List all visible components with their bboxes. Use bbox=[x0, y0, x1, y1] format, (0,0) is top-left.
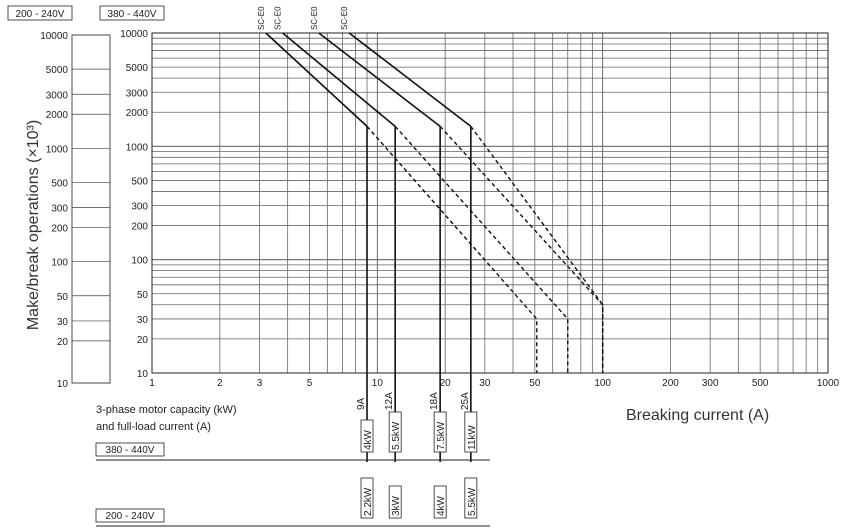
series-solid-line bbox=[282, 32, 396, 127]
y-tick-label: 100 bbox=[131, 256, 148, 267]
motor-kw-label: 5.5kW bbox=[391, 421, 402, 450]
voltage-scale-label: 200 - 240V bbox=[16, 9, 65, 20]
motor-row-voltage-box bbox=[95, 442, 165, 457]
series-name-label: SC-E0 bbox=[340, 6, 349, 30]
voltage-scale-value: 20 bbox=[57, 337, 69, 348]
y-tick-label: 20 bbox=[137, 335, 149, 346]
motor-kw-box bbox=[360, 419, 374, 453]
motor-kw-label: 4kW bbox=[436, 495, 447, 516]
full-load-current-label: 9A bbox=[356, 397, 367, 410]
motor-kw-box bbox=[464, 477, 478, 519]
full-load-current-label: 18A bbox=[429, 392, 440, 410]
motor-kw-box bbox=[433, 485, 447, 519]
y-tick-label: 30 bbox=[137, 315, 149, 326]
voltage-scale-box bbox=[99, 5, 165, 21]
x-tick-label: 100 bbox=[594, 378, 611, 389]
series-name-label: SC-E0 bbox=[310, 6, 319, 30]
x-tick-label: 200 bbox=[662, 378, 679, 389]
y-tick-label: 2000 bbox=[126, 108, 149, 119]
y-tick-label: 500 bbox=[131, 176, 148, 187]
plot-grid bbox=[151, 32, 829, 374]
voltage-scale-value: 1000 bbox=[46, 144, 69, 155]
motor-kw-label: 11kW bbox=[467, 425, 478, 450]
x-tick-label: 1000 bbox=[817, 378, 840, 389]
y-tick-label: 5000 bbox=[126, 63, 149, 74]
motor-row-voltage-label: 380 - 440V bbox=[106, 445, 155, 456]
x-tick-label: 20 bbox=[440, 378, 452, 389]
motor-kw-label: 5.5kW bbox=[467, 487, 478, 516]
x-tick-label: 500 bbox=[752, 378, 769, 389]
voltage-scale-value: 30 bbox=[57, 317, 69, 328]
y-tick-label: 50 bbox=[137, 290, 149, 301]
motor-kw-label: 3kW bbox=[391, 495, 402, 516]
voltage-scale-box bbox=[7, 5, 73, 21]
voltage-scale-value: 2000 bbox=[46, 110, 69, 121]
full-load-current-label: 25A bbox=[460, 392, 471, 410]
voltage-scale-bar bbox=[71, 34, 111, 384]
x-tick-label: 1 bbox=[149, 378, 155, 389]
voltage-scale-value: 300 bbox=[51, 204, 68, 215]
motor-capacity-table: 9A 12A 18A 25A 380 - 440V 4kW 5.5kW 7.5kW 11kW 20… bbox=[95, 392, 490, 527]
series-solid-line bbox=[265, 32, 368, 127]
motor-kw-label: 7.5kW bbox=[436, 421, 447, 450]
x-tick-labels: 1 2 3 5 10 20 30 50 100 200 300 500 1000 bbox=[149, 378, 839, 389]
voltage-scale-label: 380 - 440V bbox=[108, 9, 157, 20]
motor-kw-box bbox=[464, 411, 478, 453]
voltage-scale-value: 100 bbox=[51, 258, 68, 269]
motor-kw-label: 4kW bbox=[363, 429, 374, 450]
full-load-current-label: 12A bbox=[384, 392, 395, 410]
series-dashed-line bbox=[439, 125, 604, 373]
y-tick-label: 10000 bbox=[120, 29, 148, 40]
y-tick-labels: 10 20 30 50 100 200 300 500 1000 2000 3000 5000 1000… bbox=[120, 29, 148, 380]
series-dashed-line bbox=[394, 125, 569, 373]
plot-border bbox=[151, 32, 829, 374]
x-tick-label: 30 bbox=[479, 378, 491, 389]
series-dashed-line bbox=[366, 125, 538, 373]
motor-caption-line1: 3-phase motor capacity (kW) bbox=[96, 404, 237, 416]
x-axis-label: Breaking current (A) bbox=[626, 407, 769, 424]
voltage-scale-value: 50 bbox=[57, 292, 69, 303]
motor-caption-line2: and full-load current (A) bbox=[96, 421, 211, 433]
motor-kw-box bbox=[433, 411, 447, 453]
y-axis-label: Make/break operations (×10³) bbox=[25, 120, 42, 330]
y-tick-label: 1000 bbox=[126, 142, 149, 153]
series-solid-line bbox=[348, 32, 472, 128]
voltage-scale-value: 500 bbox=[51, 178, 68, 189]
y-tick-label: 10 bbox=[137, 369, 149, 380]
series-name-label: SC-E0 bbox=[274, 6, 283, 30]
x-tick-label: 50 bbox=[529, 378, 541, 389]
motor-kw-box bbox=[388, 411, 402, 453]
voltage-scale-value: 200 bbox=[51, 224, 68, 235]
motor-kw-label: 2.2kW bbox=[363, 487, 374, 516]
motor-kw-box bbox=[360, 477, 374, 519]
x-tick-label: 10 bbox=[372, 378, 384, 389]
x-tick-label: 2 bbox=[217, 378, 223, 389]
y-tick-label: 3000 bbox=[126, 88, 149, 99]
motor-kw-box bbox=[388, 485, 402, 519]
voltage-scales: 200 - 240V 10 20 30 50 100 200 300 500 1000 2000 30… bbox=[7, 5, 165, 390]
x-tick-label: 5 bbox=[307, 378, 313, 389]
x-tick-label: 3 bbox=[257, 378, 263, 389]
voltage-scale-value: 10000 bbox=[40, 31, 68, 42]
series-lines: SC-E0 SC-E0 SC-E0 SC-E0 bbox=[257, 6, 604, 462]
x-tick-label: 300 bbox=[702, 378, 719, 389]
y-tick-label: 200 bbox=[131, 222, 148, 233]
series-solid-line bbox=[318, 32, 441, 128]
series-name-label: SC-E0 bbox=[257, 6, 266, 30]
motor-row-voltage-label: 200 - 240V bbox=[106, 511, 155, 522]
y-tick-label: 300 bbox=[131, 202, 148, 213]
voltage-scale-value: 5000 bbox=[46, 65, 69, 76]
plot-frame bbox=[151, 32, 829, 374]
voltage-scale-value: 3000 bbox=[46, 90, 69, 101]
motor-row-voltage-box bbox=[95, 508, 165, 523]
voltage-scale-value: 10 bbox=[57, 379, 69, 390]
series-dashed-line bbox=[470, 125, 604, 373]
